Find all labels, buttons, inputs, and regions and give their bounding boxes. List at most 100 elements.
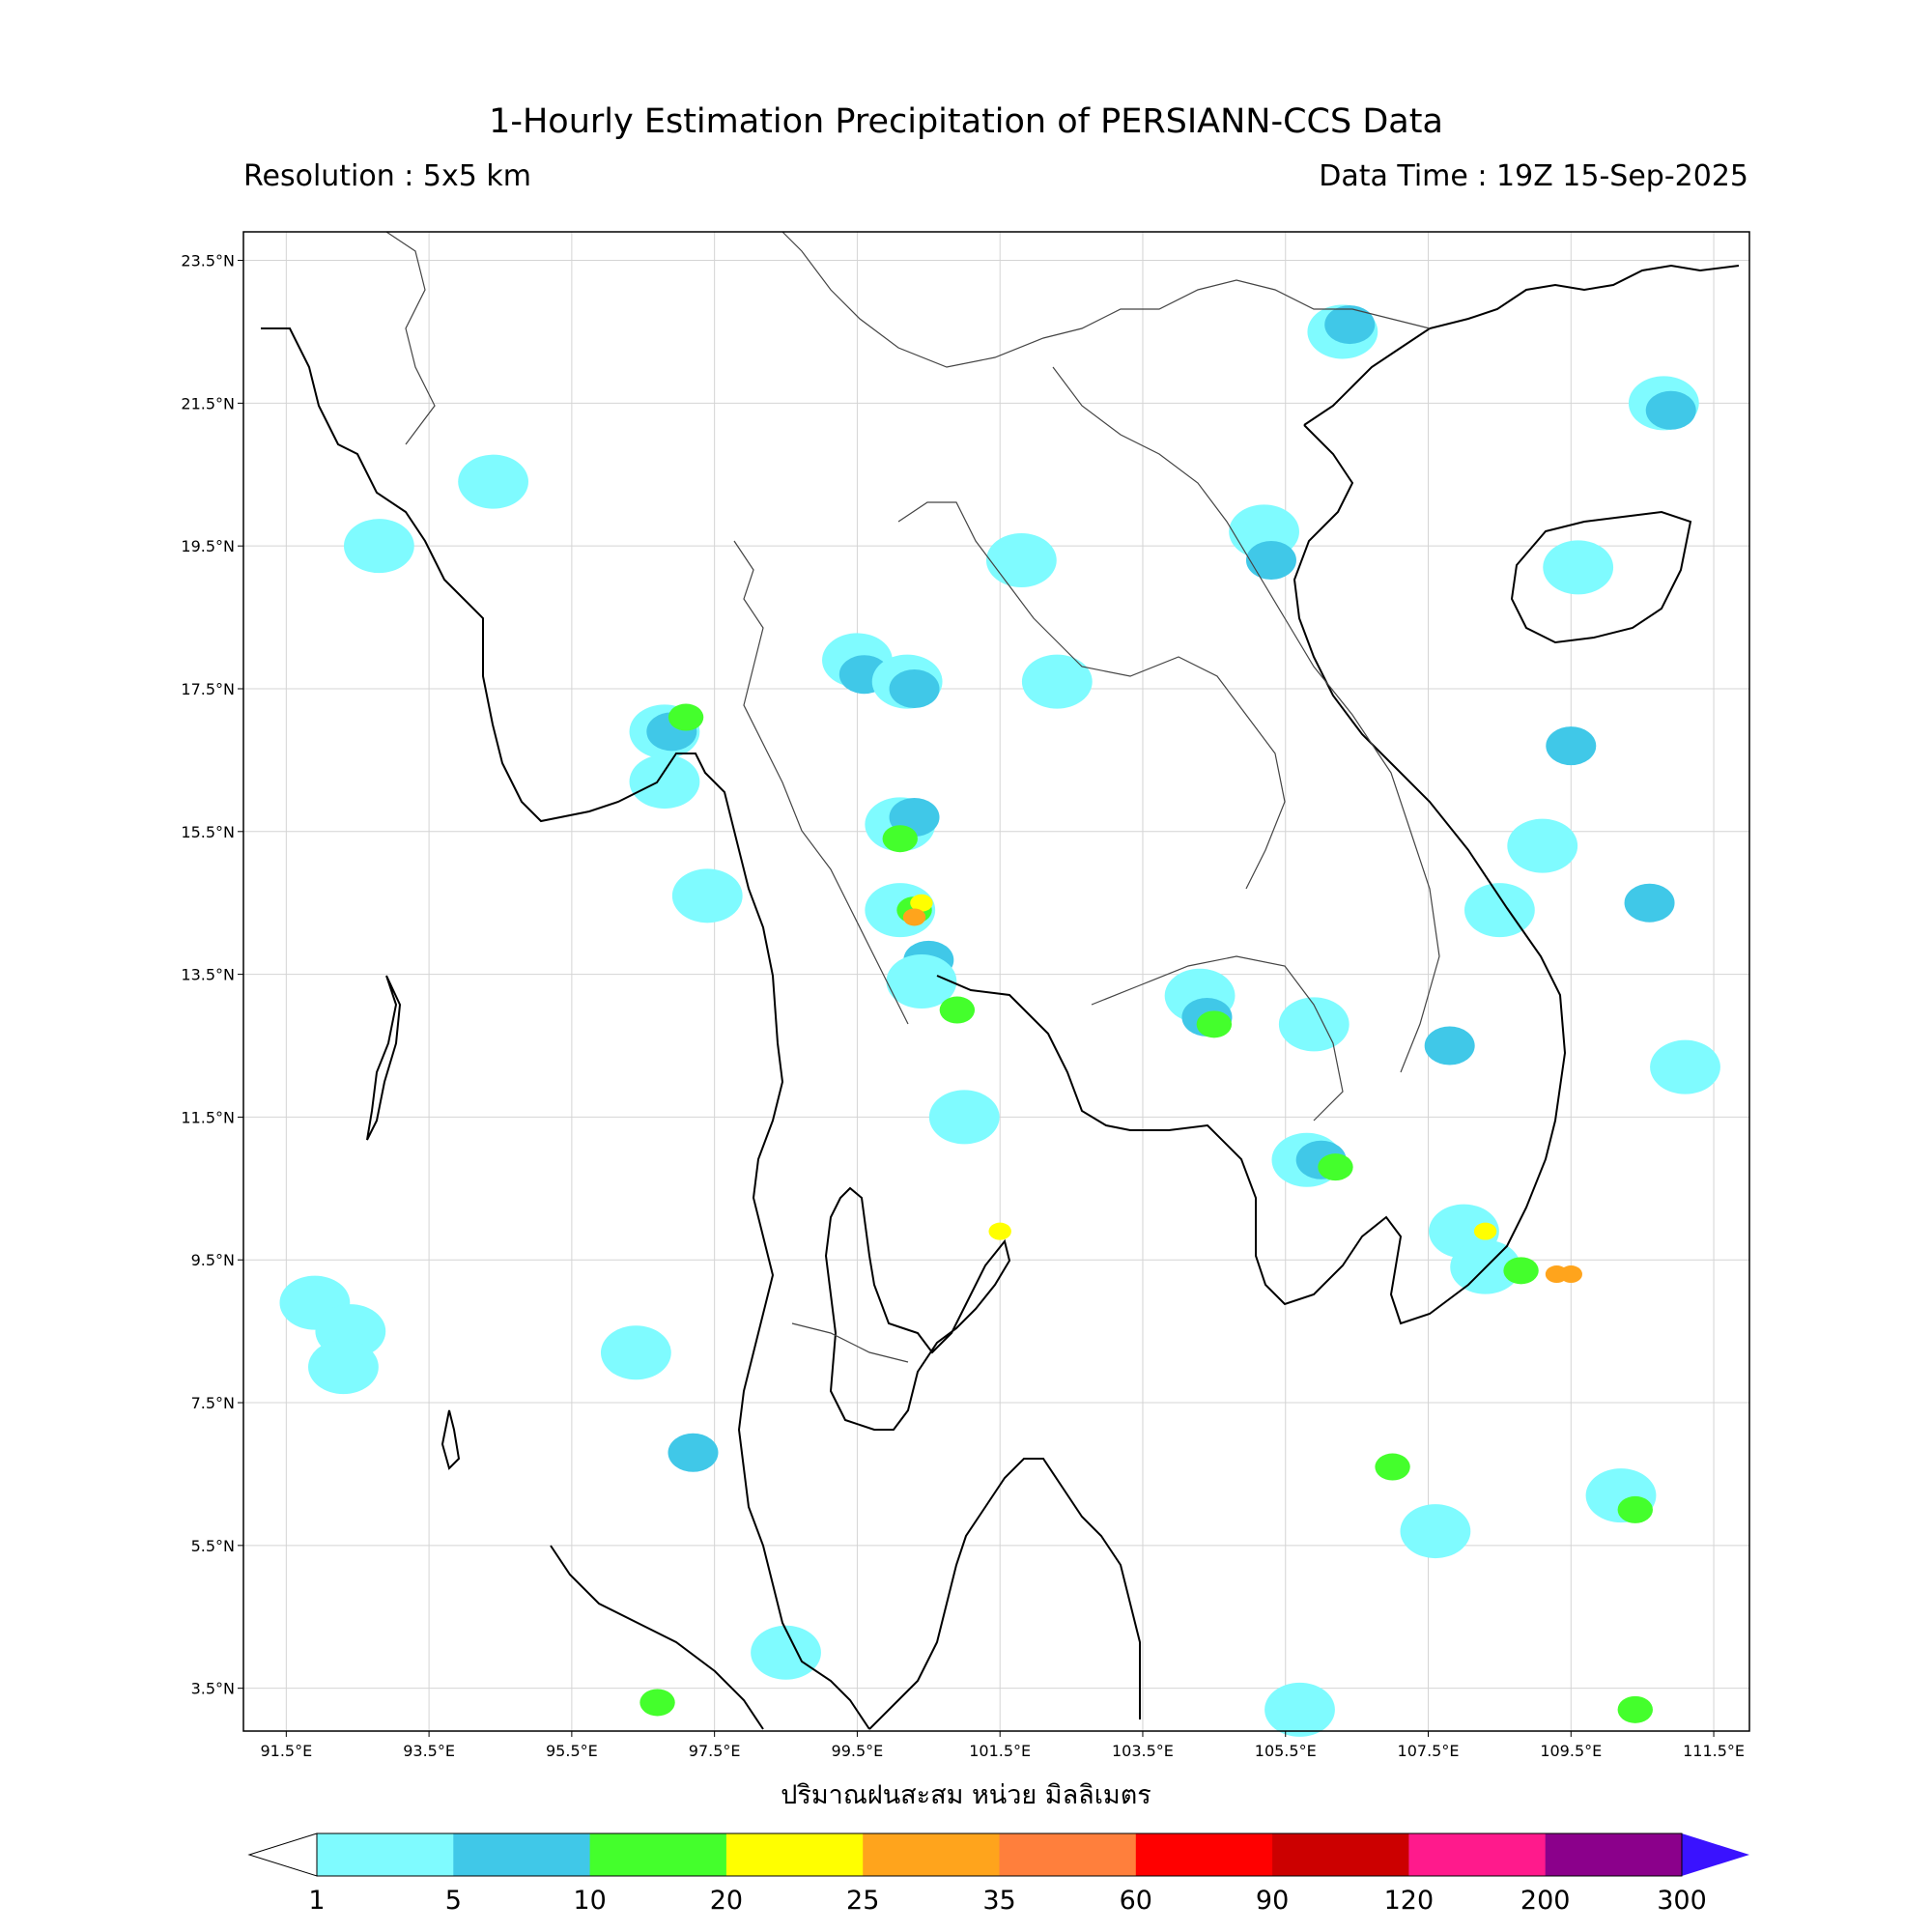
rain-cell	[1617, 1695, 1653, 1723]
colorbar-segment	[863, 1833, 1000, 1876]
rain-cell	[1624, 883, 1675, 923]
coast-indochina	[824, 1186, 1011, 1431]
colorbar-segment	[453, 1833, 591, 1876]
rain-cell	[671, 868, 743, 923]
lon-tick-label: 107.5°E	[1398, 1742, 1460, 1760]
colorbar-tick-label: 10	[573, 1886, 606, 1916]
rain-cell	[629, 754, 700, 810]
colorbar-tick-label: 35	[982, 1886, 1015, 1916]
rain-cell	[1278, 997, 1350, 1052]
border-myanmar-india	[385, 231, 436, 445]
map-frame	[242, 231, 1750, 1732]
coast-gulf-east	[936, 424, 1567, 1325]
lat-tick-label: 11.5°N	[181, 1108, 235, 1126]
coast-vietnam-north	[1303, 264, 1740, 426]
rain-cell	[1318, 1153, 1353, 1181]
rain-cell	[1617, 1495, 1653, 1523]
lon-tick-label: 103.5°E	[1112, 1742, 1174, 1760]
coast-hainan	[1510, 510, 1692, 644]
rain-cell	[1424, 1026, 1475, 1065]
colorbar-tick-label: 120	[1384, 1886, 1435, 1916]
colorbar-title: ปริมาณฝนสะสม หน่วย มิลลิเมตร	[781, 1780, 1151, 1810]
rain-cell	[308, 1340, 379, 1395]
colorbar-tick-label: 25	[846, 1886, 879, 1916]
lat-tick-label: 7.5°N	[191, 1394, 235, 1412]
lat-tick-label: 15.5°N	[181, 823, 235, 841]
lat-tick-label: 13.5°N	[181, 966, 235, 984]
colorbar-tick-label: 300	[1657, 1886, 1707, 1916]
lon-tick-label: 93.5°E	[403, 1742, 455, 1760]
rain-cell	[1543, 540, 1614, 595]
rain-cell	[1324, 305, 1376, 345]
rain-cell	[1559, 1265, 1582, 1284]
colorbar-segment	[1135, 1833, 1273, 1876]
lon-tick-label: 91.5°E	[260, 1742, 312, 1760]
lat-tick-label: 21.5°N	[181, 394, 235, 412]
rain-cell	[910, 894, 933, 912]
colorbar-segment	[317, 1833, 454, 1876]
colorbar: 1 5 10 20 25 35 60 90 120 200 300	[247, 1833, 1749, 1916]
lon-tick-label: 111.5°E	[1683, 1742, 1745, 1760]
rain-cell	[600, 1325, 671, 1380]
rain-cell	[985, 532, 1057, 587]
colorbar-segment	[999, 1833, 1137, 1876]
rain-cell	[1546, 726, 1597, 766]
rain-cell	[1264, 1682, 1335, 1737]
coast-andaman	[261, 327, 870, 1730]
colorbar-segment	[589, 1833, 727, 1876]
rain-cell	[1400, 1504, 1471, 1559]
rain-cell	[1375, 1453, 1410, 1481]
colorbar-segment	[1272, 1833, 1409, 1876]
data-time-label: Data Time : 19Z 15-Sep-2025	[1319, 159, 1748, 193]
lat-tick-label: 9.5°N	[191, 1251, 235, 1269]
rain-cell	[1503, 1257, 1539, 1285]
colorbar-segment	[1545, 1833, 1683, 1876]
border-thai-myanmar	[733, 540, 909, 1025]
rain-cell	[639, 1689, 675, 1717]
coastlines	[261, 264, 1740, 1730]
map-title: 1-Hourly Estimation Precipitation of PER…	[489, 102, 1443, 141]
lat-tick-label: 23.5°N	[181, 252, 235, 270]
lon-tick-label: 101.5°E	[969, 1742, 1031, 1760]
rain-cell	[886, 954, 957, 1009]
border-malaysia	[791, 1322, 909, 1363]
colorbar-tick-label: 20	[710, 1886, 743, 1916]
resolution-label: Resolution : 5x5 km	[243, 159, 531, 193]
colorbar-segment	[1408, 1833, 1547, 1876]
colorbar-tick-label: 60	[1120, 1886, 1152, 1916]
lon-tick-label: 105.5°E	[1255, 1742, 1317, 1760]
rain-cell	[882, 825, 918, 853]
colorbar-over-arrow	[1682, 1833, 1749, 1876]
colorbar-tick-label: 90	[1256, 1886, 1289, 1916]
rain-cell	[1463, 883, 1535, 938]
rain-cell	[668, 1433, 719, 1472]
lat-tick-label: 17.5°N	[181, 680, 235, 698]
country-borders	[385, 231, 1440, 1363]
rain-cell	[668, 703, 704, 731]
rain-cell	[1473, 1222, 1497, 1240]
rain-cell	[1650, 1039, 1720, 1094]
rain-cell	[1196, 1010, 1233, 1038]
lat-tick-label: 3.5°N	[191, 1680, 235, 1698]
lat-tick-label: 19.5°N	[181, 537, 235, 555]
border-laos-vietnam	[1052, 366, 1440, 1073]
lon-tick-label: 109.5°E	[1540, 1742, 1602, 1760]
rain-cell	[1021, 654, 1093, 709]
colorbar-tick-label: 200	[1520, 1886, 1571, 1916]
rain-cell	[1645, 390, 1696, 430]
rain-cell	[939, 996, 976, 1024]
lat-tick-label: 5.5°N	[191, 1537, 235, 1555]
rain-cell	[343, 519, 414, 574]
rain-cell	[928, 1090, 1000, 1145]
colorbar-segment	[725, 1833, 864, 1876]
rain-cell	[751, 1625, 821, 1680]
rain-cell	[1507, 818, 1578, 873]
colorbar-tick-label: 5	[445, 1886, 462, 1916]
rain-layer	[279, 304, 1720, 1737]
lon-tick-label: 95.5°E	[546, 1742, 598, 1760]
colorbar-frame	[316, 1833, 1683, 1877]
coast-sumatra	[550, 1545, 764, 1730]
map-gridlines	[243, 232, 1749, 1731]
colorbar-under-arrow	[247, 1833, 318, 1877]
border-cambodia	[1091, 955, 1344, 1122]
